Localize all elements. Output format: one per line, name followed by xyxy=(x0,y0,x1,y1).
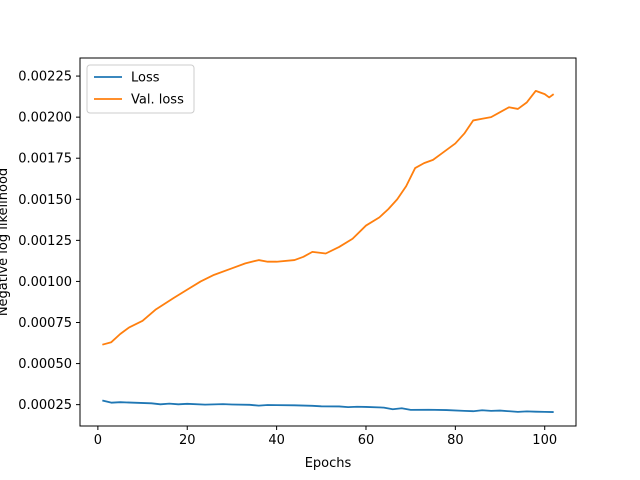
axes-spine xyxy=(79,57,577,427)
y-tick-label: 0.00100 xyxy=(18,275,72,290)
legend: Loss Val. loss xyxy=(86,64,195,114)
y-axis-label: Negative log likelihood xyxy=(0,168,11,316)
legend-label: Loss xyxy=(131,71,160,86)
y-tick-label: 0.00125 xyxy=(18,234,72,249)
x-tick-label: 20 xyxy=(179,433,196,448)
x-tick-label: 0 xyxy=(94,433,102,448)
plot-area xyxy=(80,58,576,426)
y-tick-label: 0.00200 xyxy=(18,111,72,126)
y-tick-label: 0.00050 xyxy=(18,357,72,372)
x-tick-label: 40 xyxy=(268,433,285,448)
plot-background xyxy=(80,58,576,426)
legend-label: Val. loss xyxy=(131,93,184,108)
x-axis-ticks: 0 20 40 60 80 100 xyxy=(94,426,557,448)
series-line-val-loss xyxy=(102,89,555,346)
series-layer xyxy=(102,89,555,413)
axes-frame xyxy=(79,57,577,427)
x-tick-label: 80 xyxy=(447,433,464,448)
series-line-loss xyxy=(102,399,554,413)
y-tick-label: 0.00150 xyxy=(18,193,72,208)
x-tick-label: 60 xyxy=(358,433,375,448)
x-axis-label: Epochs xyxy=(305,456,352,471)
x-tick-label: 100 xyxy=(532,433,557,448)
y-tick-label: 0.00225 xyxy=(18,70,72,85)
y-tick-label: 0.00175 xyxy=(18,152,72,167)
y-tick-label: 0.00025 xyxy=(18,398,72,413)
y-tick-label: 0.00075 xyxy=(18,316,72,331)
y-axis-ticks: 0.00025 0.00050 0.00075 0.00100 0.00125 0.001… xyxy=(18,70,80,413)
